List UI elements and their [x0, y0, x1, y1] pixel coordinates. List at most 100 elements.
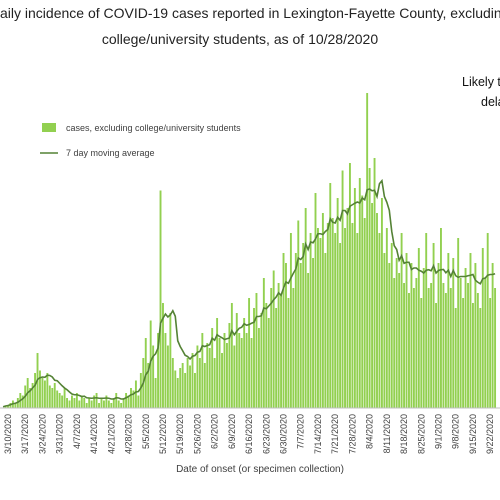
x-tick-label: 4/7/2020 [72, 414, 82, 449]
bar [127, 395, 130, 408]
bar [464, 268, 467, 408]
x-axis-title: Date of onset (or specimen collection) [176, 464, 344, 475]
bar [130, 388, 132, 408]
bar [393, 278, 396, 408]
bar [348, 163, 351, 408]
bar [486, 233, 489, 408]
bar [248, 298, 251, 408]
legend-label: 7 day moving average [66, 148, 155, 158]
x-tick-label: 5/26/2020 [192, 414, 202, 454]
bar [39, 370, 41, 408]
moving-average-line [2, 178, 496, 408]
bar [420, 298, 423, 408]
bar [98, 403, 100, 408]
bar [105, 395, 108, 408]
bar [425, 233, 428, 408]
bar [243, 318, 246, 408]
bar [102, 400, 105, 408]
bar [447, 253, 450, 408]
bar [324, 253, 327, 408]
bar [122, 398, 125, 408]
bar [255, 293, 258, 408]
bar [139, 373, 142, 408]
bar [358, 178, 361, 408]
bar [368, 168, 371, 408]
bar [272, 270, 275, 408]
legend-swatch [42, 123, 56, 132]
bar [371, 203, 374, 408]
x-tick-label: 8/18/2020 [399, 414, 409, 454]
bar [53, 383, 56, 408]
bar [191, 353, 194, 408]
bar [321, 213, 324, 408]
x-tick-label: 9/8/2020 [451, 414, 461, 449]
bar [51, 388, 54, 408]
bar [331, 218, 334, 408]
bar [408, 293, 410, 408]
bar [73, 398, 76, 408]
bar [56, 390, 59, 408]
bar [262, 278, 265, 408]
bar [93, 395, 96, 408]
bar [115, 393, 118, 408]
bar [257, 328, 260, 408]
bar [134, 380, 137, 408]
bar [334, 233, 337, 408]
bar [164, 333, 167, 408]
legend-label: cases, excluding college/university stud… [66, 123, 241, 133]
bar [203, 363, 206, 408]
bar [489, 298, 492, 408]
bar [344, 228, 346, 408]
bar [260, 313, 263, 408]
bar [292, 288, 295, 408]
bar [329, 183, 332, 408]
bar [366, 93, 369, 408]
x-tick-label: 5/12/2020 [158, 414, 168, 454]
bar [58, 393, 61, 408]
bar [186, 358, 189, 408]
bar [90, 400, 93, 408]
annotation: dela [481, 95, 500, 109]
bar [218, 338, 221, 408]
x-tick-label: 8/25/2020 [416, 414, 426, 454]
bar [385, 228, 388, 408]
bar [166, 345, 169, 408]
bar [48, 385, 51, 408]
bar [299, 263, 302, 408]
bar [154, 378, 157, 408]
bar [233, 345, 236, 408]
bar [484, 278, 487, 408]
bar [317, 228, 319, 408]
bar [189, 365, 191, 408]
bar [159, 190, 162, 408]
bar [287, 298, 290, 408]
bar [282, 253, 285, 408]
bar [449, 288, 452, 408]
bar [157, 333, 160, 408]
bar [336, 198, 339, 408]
bar [206, 343, 209, 408]
bar [403, 283, 406, 408]
x-tick-label: 7/7/2020 [296, 414, 306, 449]
bar [430, 283, 433, 408]
bar [71, 395, 73, 408]
bar [415, 278, 418, 408]
x-tick-label: 6/2/2020 [210, 414, 220, 449]
bar [201, 333, 204, 408]
bar [481, 248, 484, 408]
bar [395, 258, 398, 408]
bar [479, 308, 482, 408]
bar [169, 313, 172, 408]
bar [250, 338, 253, 408]
x-tick-label: 3/17/2020 [20, 414, 30, 454]
bar [285, 263, 287, 408]
bar [265, 303, 268, 408]
bar [41, 378, 44, 408]
bar [363, 218, 366, 408]
bar [68, 400, 71, 408]
bar [294, 253, 297, 408]
bar [179, 368, 182, 408]
x-tick-label: 9/15/2020 [468, 414, 478, 454]
